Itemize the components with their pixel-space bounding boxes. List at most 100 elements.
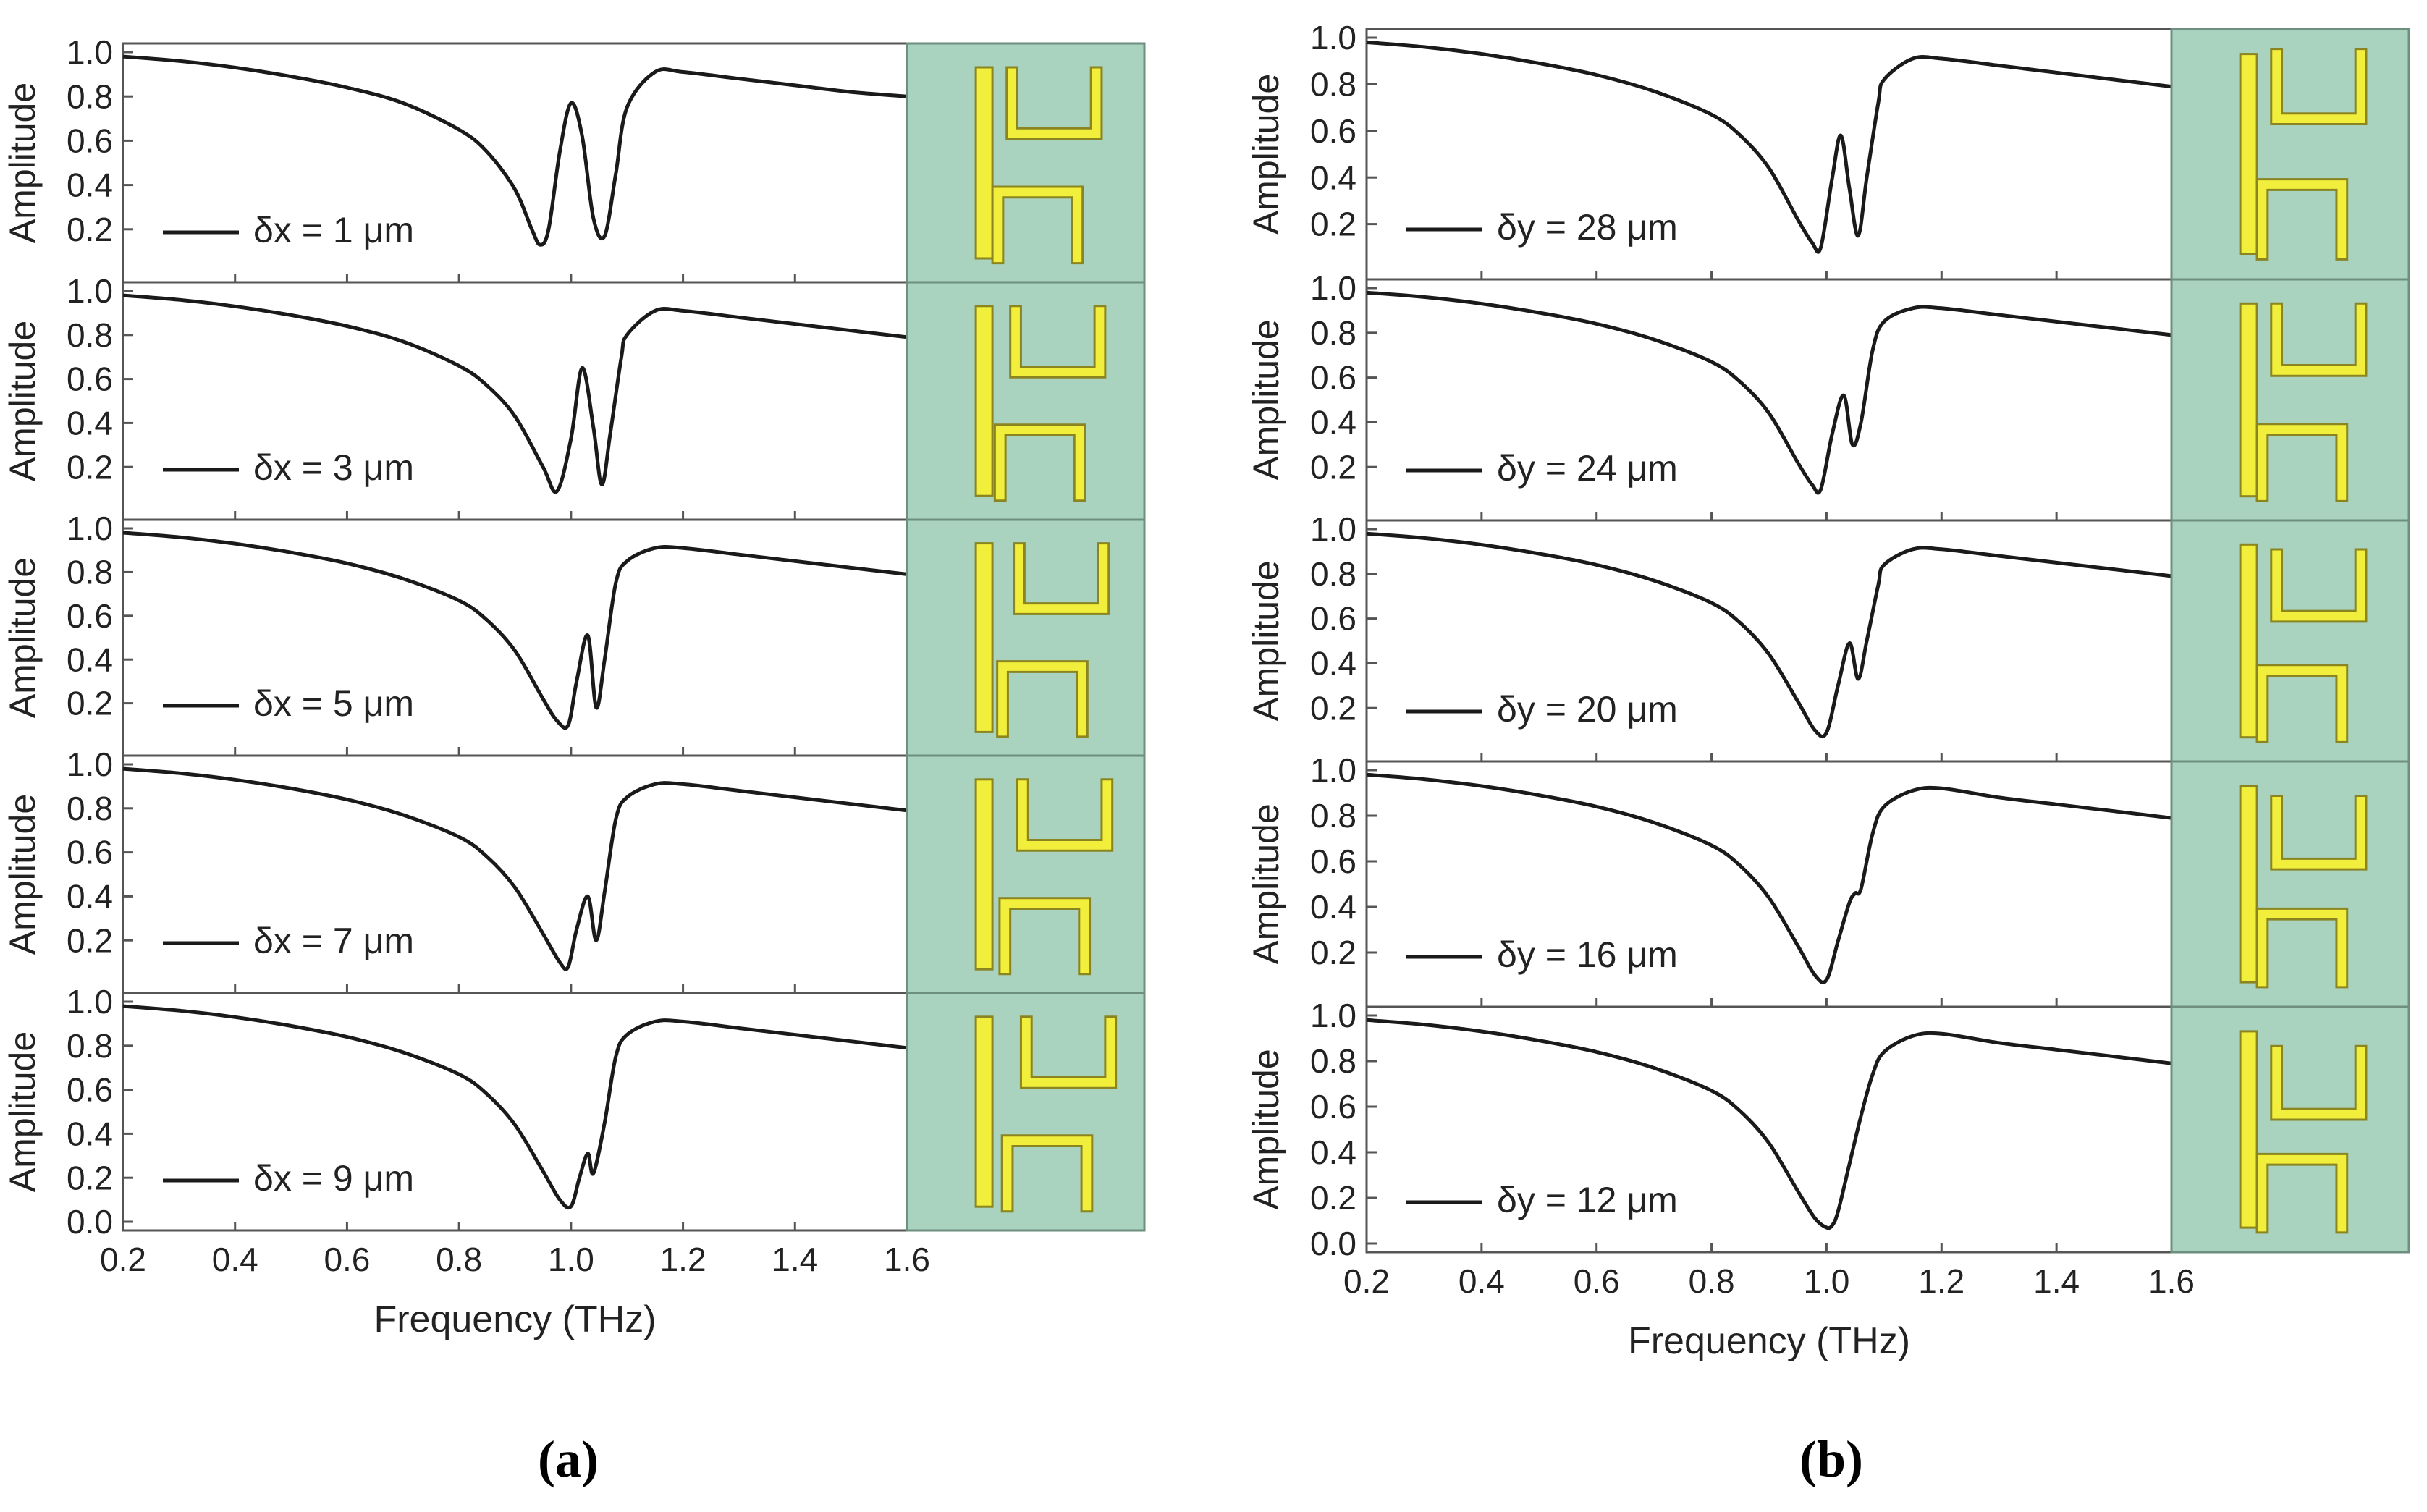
legend-label: δx = 1 μm: [253, 210, 414, 250]
lower-u-resonator: [2255, 423, 2349, 502]
y-tick-label: 1.0: [1310, 751, 1356, 789]
plot-frame: [1365, 28, 2173, 281]
legend-label: δx = 7 μm: [253, 921, 414, 961]
y-tick-label: 0.8: [67, 77, 113, 115]
metamaterial-structure: [2239, 785, 2368, 989]
upper-u-resonator: [1013, 542, 1110, 615]
legend-label: δx = 9 μm: [253, 1158, 414, 1199]
plot-frame: [122, 281, 908, 521]
y-tick-label: 0.8: [1310, 1042, 1356, 1080]
y-tick-label: 1.0: [67, 746, 113, 783]
y-tick-label: 0.2: [1310, 689, 1356, 727]
legend-label: δy = 16 μm: [1497, 934, 1678, 975]
y-tick-label: 1.0: [67, 33, 113, 71]
panel-4: 0.2 0.4 0.6 0.8 1.0 Amplitude δy = 16 μm: [1246, 751, 2410, 1008]
lower-u-resonator: [2255, 664, 2349, 743]
vertical-bar: [2239, 785, 2258, 984]
x-tick-label: 1.6: [2148, 1262, 2195, 1300]
vertical-bar: [2239, 53, 2258, 255]
figure-caption: (b): [1799, 1430, 1863, 1488]
y-tick-label: 0.0: [1310, 1225, 1356, 1262]
y-tick-label: 1.0: [67, 272, 113, 310]
plot-frame: [1365, 1005, 2173, 1254]
plot-frame: [1365, 760, 2173, 1008]
upper-u-resonator: [2270, 48, 2368, 125]
y-tick-label: 0.8: [67, 790, 113, 827]
y-tick-label: 1.0: [1310, 269, 1356, 307]
panel-2: 0.2 0.4 0.6 0.8 1.0 Amplitude δy = 24 μm: [1246, 269, 2410, 522]
upper-u-resonator: [1009, 305, 1107, 379]
y-tick-label: 0.0: [67, 1203, 113, 1241]
unit-cell-inset: [2170, 519, 2410, 763]
panel-2: 0.2 0.4 0.6 0.8 1.0 Amplitude δx = 3 μm: [2, 272, 1146, 521]
y-tick-label: 0.4: [1310, 1133, 1356, 1171]
y-tick-label: 0.4: [67, 641, 113, 678]
y-tick-label: 0.2: [1310, 206, 1356, 243]
lower-u-resonator: [2255, 1152, 2349, 1234]
y-tick-label: 0.4: [1310, 888, 1356, 926]
x-axis-label: Frequency (THz): [373, 1298, 656, 1340]
upper-u-resonator: [2270, 794, 2368, 871]
unit-cell-inset: [2170, 278, 2410, 522]
unit-cell-inset: [2170, 760, 2410, 1008]
x-tick-label: 0.8: [436, 1241, 482, 1278]
y-tick-label: 0.6: [1310, 112, 1356, 150]
legend-label: δy = 20 μm: [1497, 689, 1678, 730]
y-tick-label: 0.6: [67, 122, 113, 160]
metamaterial-structure: [974, 305, 1107, 502]
amplitude-curve: [122, 293, 908, 494]
vertical-bar: [974, 305, 994, 497]
metamaterial-structure: [2239, 1030, 2368, 1234]
lower-u-resonator: [996, 660, 1089, 738]
x-tick-label: 1.4: [772, 1241, 818, 1278]
y-tick-label: 0.2: [1310, 448, 1356, 486]
y-tick-label: 0.8: [1310, 314, 1356, 352]
lower-u-resonator: [998, 897, 1092, 976]
upper-u-resonator: [2270, 302, 2368, 377]
legend-label: δx = 5 μm: [253, 683, 414, 724]
lower-u-resonator: [993, 423, 1086, 502]
y-tick-label: 0.4: [67, 878, 113, 916]
plot-frame: [122, 518, 908, 757]
unit-cell-inset: [2170, 1005, 2410, 1254]
y-tick-label: 0.6: [67, 597, 113, 635]
y-tick-label: 0.2: [67, 211, 113, 248]
lower-u-resonator: [1000, 1134, 1094, 1213]
y-tick-label: 0.6: [67, 360, 113, 398]
x-tick-label: 0.4: [212, 1241, 258, 1278]
upper-u-resonator: [2270, 1044, 2368, 1121]
upper-u-resonator: [1005, 66, 1103, 140]
upper-u-resonator: [1019, 1015, 1118, 1089]
y-tick-label: 0.8: [67, 1027, 113, 1065]
y-tick-label: 1.0: [1310, 510, 1356, 548]
y-tick-label: 1.0: [67, 983, 113, 1021]
y-axis-label: Amplitude: [1246, 74, 1286, 235]
y-axis-label: Amplitude: [1246, 803, 1286, 964]
y-tick-label: 0.6: [67, 1071, 113, 1109]
amplitude-curve: [1366, 40, 2172, 254]
metamaterial-structure: [2239, 543, 2368, 743]
legend-label: δx = 3 μm: [253, 447, 414, 488]
metamaterial-structure: [2239, 302, 2368, 502]
amplitude-curve: [122, 54, 908, 247]
panel-1: 0.2 0.4 0.6 0.8 1.0 Amplitude δy = 28 μm: [1246, 19, 2410, 281]
y-tick-label: 0.4: [67, 1115, 113, 1153]
y-axis-label: Amplitude: [1246, 560, 1286, 721]
plot-frame: [1365, 519, 2173, 763]
plot-frame: [122, 992, 908, 1232]
y-axis-label: Amplitude: [2, 321, 43, 481]
y-tick-label: 0.4: [67, 405, 113, 442]
y-axis-label: Amplitude: [2, 794, 43, 955]
x-tick-label: 1.2: [660, 1241, 706, 1278]
amplitude-curve: [1366, 531, 2172, 739]
vertical-bar: [2239, 302, 2258, 498]
legend-label: δy = 28 μm: [1497, 207, 1678, 248]
vertical-bar: [974, 542, 994, 733]
x-tick-label: 0.4: [1459, 1262, 1505, 1300]
lower-u-resonator: [991, 185, 1084, 265]
unit-cell-inset: [2170, 28, 2410, 281]
y-tick-label: 1.0: [1310, 997, 1356, 1034]
panel-3: 0.2 0.4 0.6 0.8 1.0 Amplitude δx = 5 μm: [2, 510, 1146, 757]
y-tick-label: 0.4: [67, 166, 113, 204]
